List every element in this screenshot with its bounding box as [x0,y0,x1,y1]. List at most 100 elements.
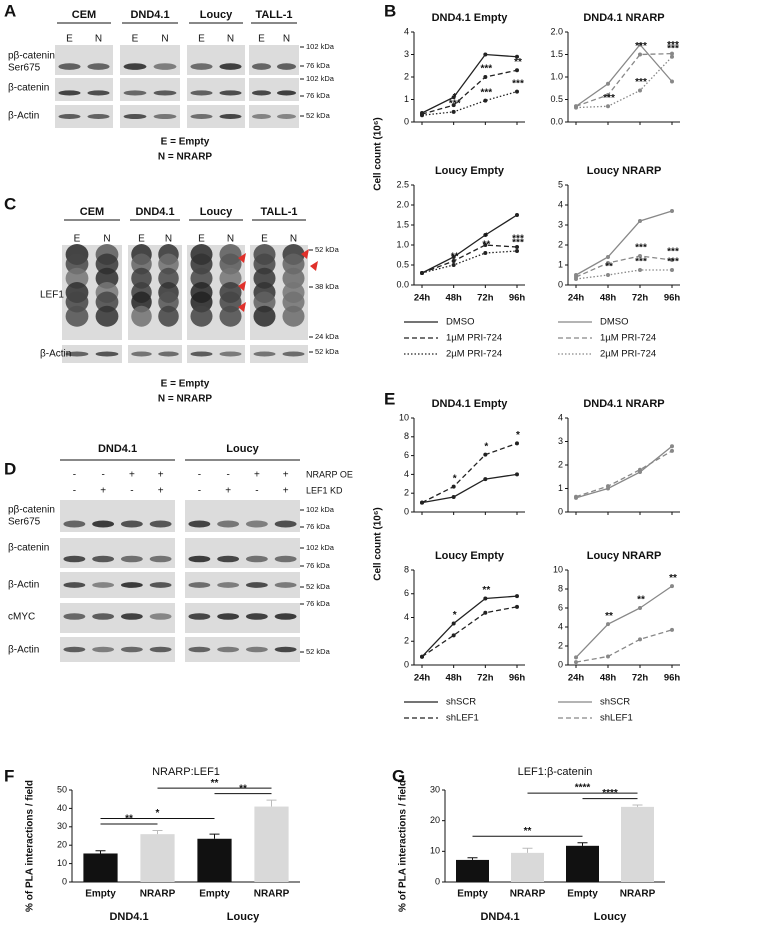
blot [120,78,180,101]
cell-line: DND4.1 [135,206,174,218]
data-point [420,654,424,659]
band [245,646,268,653]
x-tick-label: 48h [600,293,617,304]
data-point [451,621,456,626]
x-tick-label: 72h [477,293,494,304]
series-line [575,450,673,498]
panel-letter: B [384,1,396,20]
y-tick-label: 2.0 [396,199,409,209]
band [277,90,296,96]
y-tick-label: 4 [404,26,409,36]
band [252,90,271,96]
significance-label: ** [514,57,522,68]
condition-label: NRARP OE [306,469,353,479]
condition-sign: - [73,470,76,481]
chart-title: DND4.1 Empty [432,398,509,410]
band [188,646,211,653]
band [63,613,86,620]
arrowhead [238,302,246,312]
blot-legend: E = Empty [161,379,210,390]
series-line [421,69,518,115]
data-point [515,441,519,446]
significance-label: * [453,473,457,484]
series-line [575,56,673,109]
series-line [575,43,673,107]
data-point [670,627,674,632]
x-tick-label: 24h [568,673,585,684]
data-point [574,277,578,281]
band [63,520,86,528]
bar [621,806,654,882]
series-line [575,269,672,280]
y-tick-label: 50 [57,784,67,794]
significance-label: * [453,610,457,621]
data-point [483,98,488,103]
data-point [606,104,610,109]
bar [566,845,599,882]
band [245,582,268,588]
band [120,555,143,563]
band [158,305,179,327]
legend-label: 2µM PRI-724 [446,349,502,360]
band [92,646,115,653]
series-line [421,90,518,116]
group-label: DND4.1 [480,911,519,923]
y-tick-label: 0 [435,876,440,886]
significance-label: *** [449,99,461,110]
data-point [483,243,488,247]
size-marker: 52 kDa [315,347,340,356]
band [58,63,81,70]
significance-label: * [484,441,488,452]
band [149,555,172,563]
cell-line: CEM [72,9,96,21]
y-tick-label: 20 [430,815,440,825]
data-point [606,273,610,277]
error-bar [632,804,643,807]
condition-sign: + [225,486,231,497]
data-point [638,42,642,47]
size-marker: 24 kDa [315,332,340,341]
x-tick-label: NRARP [620,889,656,900]
cell-line: Loucy [226,443,259,455]
data-point [670,448,674,453]
condition-sign: - [198,486,201,497]
y-tick-label: 2 [558,459,563,469]
data-point [515,594,519,599]
data-point [638,268,642,272]
band [217,555,240,563]
band [120,646,143,653]
band [274,555,297,563]
band [190,305,213,327]
significance-label: *** [667,40,679,51]
band [219,351,242,357]
data-point [574,660,578,665]
data-point [638,88,642,93]
series-line [421,53,518,114]
data-point [515,213,519,217]
band [149,613,172,620]
significance-label: *** [635,77,647,88]
data-point [483,596,488,601]
blot-legend: E = Empty [161,137,210,148]
data-point [483,477,488,482]
cell-line: Loucy [200,206,233,218]
data-point [638,52,642,57]
band [123,63,147,70]
x-tick-label: 96h [509,293,526,304]
data-point [670,444,674,449]
data-point [638,606,642,610]
x-tick-label: 24h [568,293,585,304]
data-point [515,89,519,94]
legend-label: shLEF1 [446,713,479,724]
data-point [515,472,519,477]
arrowhead [301,249,309,259]
band [149,520,172,528]
series-line [421,250,518,274]
error-bar [577,842,588,846]
row-label: β-Actin [8,111,39,122]
band [153,113,177,120]
lane-label: E [258,34,265,45]
band [277,113,296,120]
y-tick-label: 1.0 [396,239,409,249]
